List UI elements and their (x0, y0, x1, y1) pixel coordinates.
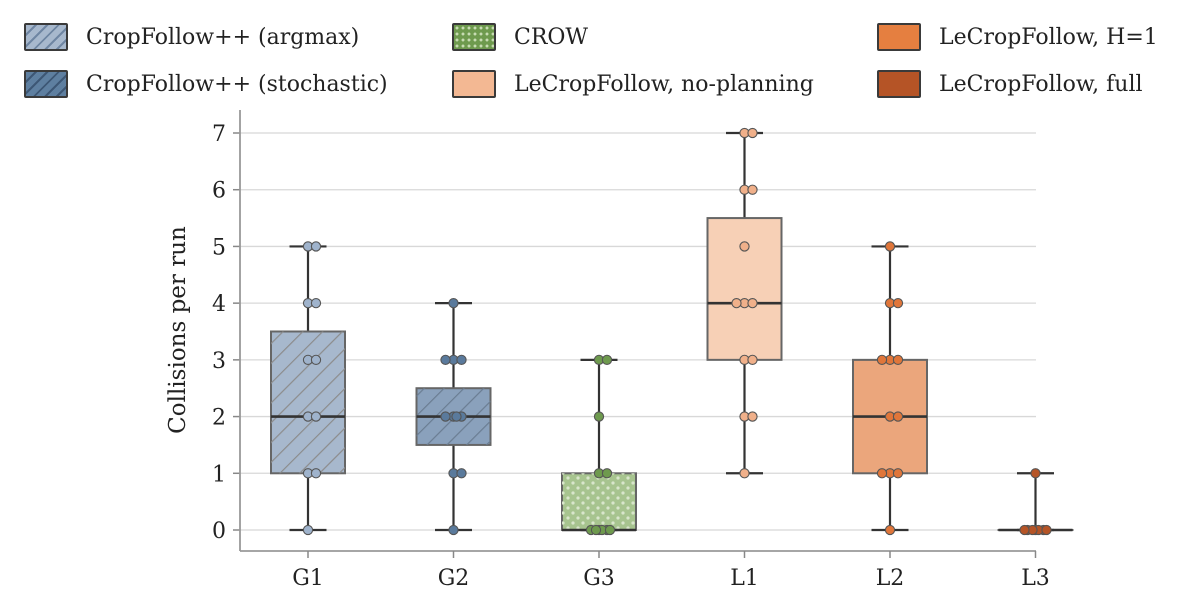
data-point (876, 354, 888, 366)
data-point (310, 297, 322, 309)
legend-label: LeCropFollow, H=1 (939, 24, 1158, 50)
data-point (448, 524, 459, 536)
x-tick-label: L3 (1021, 566, 1050, 591)
y-tick-label: 5 (212, 235, 226, 260)
data-point (590, 524, 602, 536)
x-tick-label: L1 (730, 566, 759, 591)
data-point (1019, 524, 1030, 536)
legend-swatch (24, 70, 68, 98)
box-body (706, 217, 783, 361)
data-point (1041, 524, 1052, 536)
y-tick-label: 2 (212, 406, 226, 431)
legend-label: CropFollow++ (argmax) (86, 24, 360, 50)
legend-item-cropfollow-stochastic: CropFollow++ (stochastic) (24, 67, 388, 101)
x-tick-label: G1 (292, 566, 324, 591)
data-point (451, 411, 462, 422)
box-g1 (270, 245, 346, 532)
data-point (739, 241, 750, 252)
data-point (892, 468, 904, 479)
data-point (747, 297, 758, 309)
data-point (747, 354, 758, 366)
boxes (270, 131, 1074, 532)
legend-label: CropFollow++ (stochastic) (86, 71, 388, 97)
data-point (302, 524, 314, 536)
data-point (747, 127, 758, 139)
legend-item-lecropfollow-h1: LeCropFollow, H=1 (877, 20, 1158, 54)
data-point (456, 354, 467, 366)
legend-item-crow: CROW (452, 20, 588, 54)
legend-swatch (877, 70, 921, 98)
data-point (440, 354, 451, 366)
data-point (884, 524, 896, 536)
data-point (448, 297, 459, 309)
box-g3 (561, 358, 637, 532)
legend-item-lecropfollow-full: LeCropFollow, full (877, 67, 1143, 101)
box-hatch (271, 331, 345, 474)
data-point (601, 468, 613, 479)
data-point (601, 354, 613, 366)
box-l2 (852, 245, 928, 532)
y-tick-label: 6 (212, 179, 226, 204)
data-points (302, 127, 1052, 536)
legend: CropFollow++ (argmax) CropFollow++ (stoc… (0, 0, 1200, 110)
y-axis-label: Collisions per run (165, 226, 191, 434)
data-point (456, 468, 467, 479)
data-point (892, 354, 904, 366)
legend-swatch (452, 23, 496, 51)
data-point (892, 297, 904, 309)
data-point (440, 411, 451, 422)
legend-label: LeCropFollow, no-planning (514, 71, 814, 97)
x-tick-label: G2 (438, 566, 470, 591)
data-point (310, 411, 322, 422)
box-l3 (997, 472, 1074, 532)
data-point (884, 241, 896, 252)
data-point (731, 297, 742, 309)
y-tick-label: 1 (212, 462, 226, 487)
data-point (739, 468, 750, 479)
legend-item-cropfollow-argmax: CropFollow++ (argmax) (24, 20, 359, 54)
data-point (747, 411, 758, 422)
y-tick-label: 0 (212, 519, 226, 544)
x-tick-label: G3 (583, 566, 615, 591)
x-tick-label: L2 (876, 566, 905, 591)
legend-swatch (24, 23, 68, 51)
data-point (604, 524, 616, 536)
box-dots (562, 473, 636, 530)
y-tick-label: 4 (212, 292, 226, 317)
legend-swatch (452, 70, 496, 98)
axes: 0 1 2 3 4 5 6 7 G1 G2 G3 L1 L2 L3 (212, 110, 1050, 591)
y-tick-label: 7 (212, 122, 226, 147)
data-point (593, 411, 605, 422)
legend-label: LeCropFollow, full (939, 71, 1143, 97)
legend-swatch (877, 23, 921, 51)
data-point (1030, 468, 1041, 479)
data-point (310, 468, 322, 479)
data-point (310, 354, 322, 366)
y-tick-label: 3 (212, 349, 226, 374)
data-point (892, 411, 904, 422)
data-point (876, 468, 888, 479)
legend-label: CROW (514, 24, 589, 50)
data-point (310, 241, 322, 252)
legend-item-lecropfollow-no-planning: LeCropFollow, no-planning (452, 67, 814, 101)
data-point (747, 184, 758, 195)
